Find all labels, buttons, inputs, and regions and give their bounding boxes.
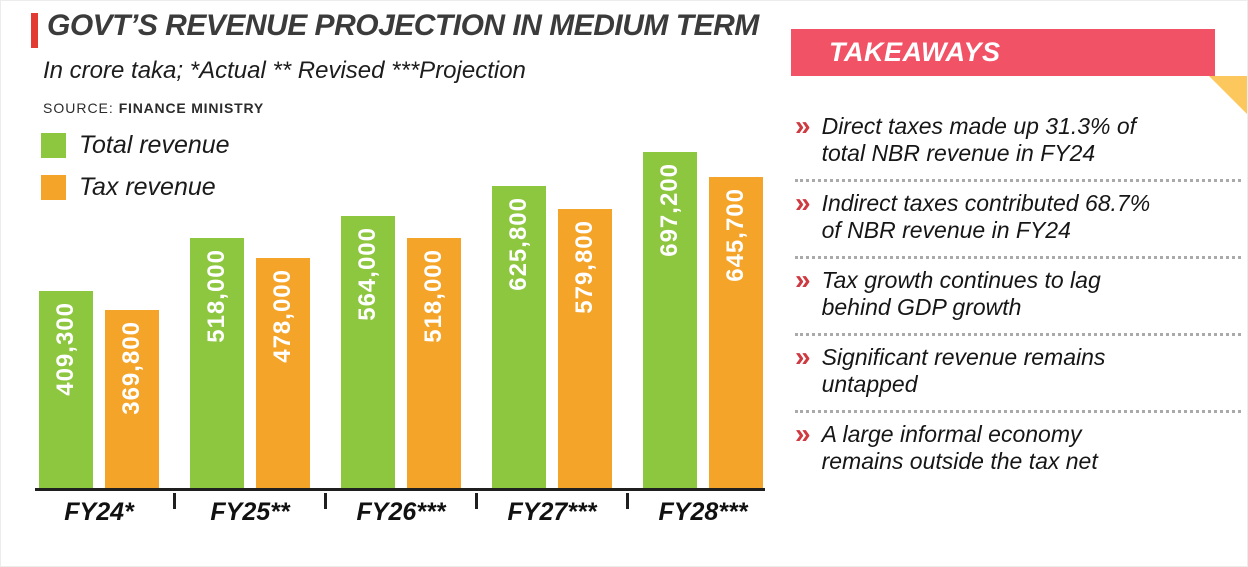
bar-group-FY26: 564,000 518,000 [341,216,461,488]
takeaway-item: » Significant revenue remains untapped [795,336,1241,413]
corner-fold-decoration [1209,76,1247,114]
bar-group-FY27: 625,800 579,800 [492,186,612,488]
chart-source: SOURCE: FINANCE MINISTRY [43,100,264,116]
bar-total-revenue: 564,000 [341,216,395,488]
bar-value-label: 478,000 [269,269,296,363]
legend-row-0: Total revenue [41,131,230,160]
takeaway-text: Tax growth continues to lag behind GDP g… [821,267,1101,320]
bar-value-label: 645,700 [722,188,749,282]
legend-label: Total revenue [79,131,230,159]
bar-total-revenue: 697,200 [643,152,697,488]
chevron-bullet-icon: » [795,187,811,218]
chevron-bullet-icon: » [795,264,811,295]
takeaway-item: » Tax growth continues to lag behind GDP … [795,259,1241,336]
axis-tick-icon [626,493,629,509]
axis-tick-icon [173,493,176,509]
axis-tick-icon [324,493,327,509]
bar-tax-revenue: 478,000 [256,258,310,488]
takeaway-text: Direct taxes made up 31.3% of total NBR … [821,113,1137,166]
bar-group-FY24: 409,300 369,800 [39,291,159,488]
bar-tax-revenue: 579,800 [558,209,612,488]
bar-value-label: 579,800 [571,220,598,314]
chevron-bullet-icon: » [795,418,811,449]
x-axis-label: FY26*** [356,498,446,526]
title-accent-bar [31,13,38,48]
bar-value-label: 625,800 [505,197,532,291]
plot-area: 409,300 369,800 518,000 478,000 564,000 518,0… [39,141,763,488]
takeaways-header: TAKEAWAYS [791,29,1215,76]
x-axis-labels: FY24* FY25** FY26*** FY27*** FY28*** [39,493,763,527]
x-axis-label: FY27*** [507,498,597,526]
takeaway-item: » Indirect taxes contributed 68.7% of NBR… [795,182,1241,259]
legend-swatch-icon [41,175,66,200]
chart-legend: Total revenue Tax revenue [41,131,230,215]
bar-total-revenue: 518,000 [190,238,244,488]
chart-subtitle: In crore taka; *Actual ** Revised ***Pro… [43,57,526,84]
x-axis-label: FY25** [210,498,290,526]
chart-title: GOVT’S REVENUE PROJECTION IN MEDIUM TERM [47,9,759,42]
bar-tax-revenue: 645,700 [709,177,763,488]
chevron-bullet-icon: » [795,341,811,372]
bar-value-label: 369,800 [118,321,145,415]
x-axis-label: FY28*** [658,498,748,526]
bar-tax-revenue: 369,800 [105,310,159,488]
bar-value-label: 409,300 [52,302,79,396]
takeaway-text: Significant revenue remains untapped [821,344,1106,397]
bar-value-label: 518,000 [203,249,230,343]
x-axis-line [35,488,765,491]
source-value: FINANCE MINISTRY [118,100,264,116]
axis-tick-icon [475,493,478,509]
takeaway-item: » Direct taxes made up 31.3% of total NBR… [795,105,1241,182]
takeaway-text: A large informal economy remains outside… [821,421,1098,474]
bar-group-FY25: 518,000 478,000 [190,238,310,488]
bar-value-label: 518,000 [420,249,447,343]
bar-total-revenue: 625,800 [492,186,546,488]
source-label: SOURCE: [43,100,114,116]
bar-tax-revenue: 518,000 [407,238,461,488]
takeaways-list: » Direct taxes made up 31.3% of total NBR… [795,105,1241,487]
takeaway-item: » A large informal economy remains outsid… [795,413,1241,487]
legend-row-1: Tax revenue [41,173,230,202]
legend-label: Tax revenue [79,173,216,201]
chevron-bullet-icon: » [795,110,811,141]
x-axis-label: FY24* [64,498,134,526]
legend-swatch-icon [41,133,66,158]
bar-group-FY28: 697,200 645,700 [643,152,763,488]
bar-total-revenue: 409,300 [39,291,93,488]
bar-value-label: 564,000 [354,227,381,321]
bar-value-label: 697,200 [656,163,683,257]
takeaway-text: Indirect taxes contributed 68.7% of NBR … [821,190,1151,243]
